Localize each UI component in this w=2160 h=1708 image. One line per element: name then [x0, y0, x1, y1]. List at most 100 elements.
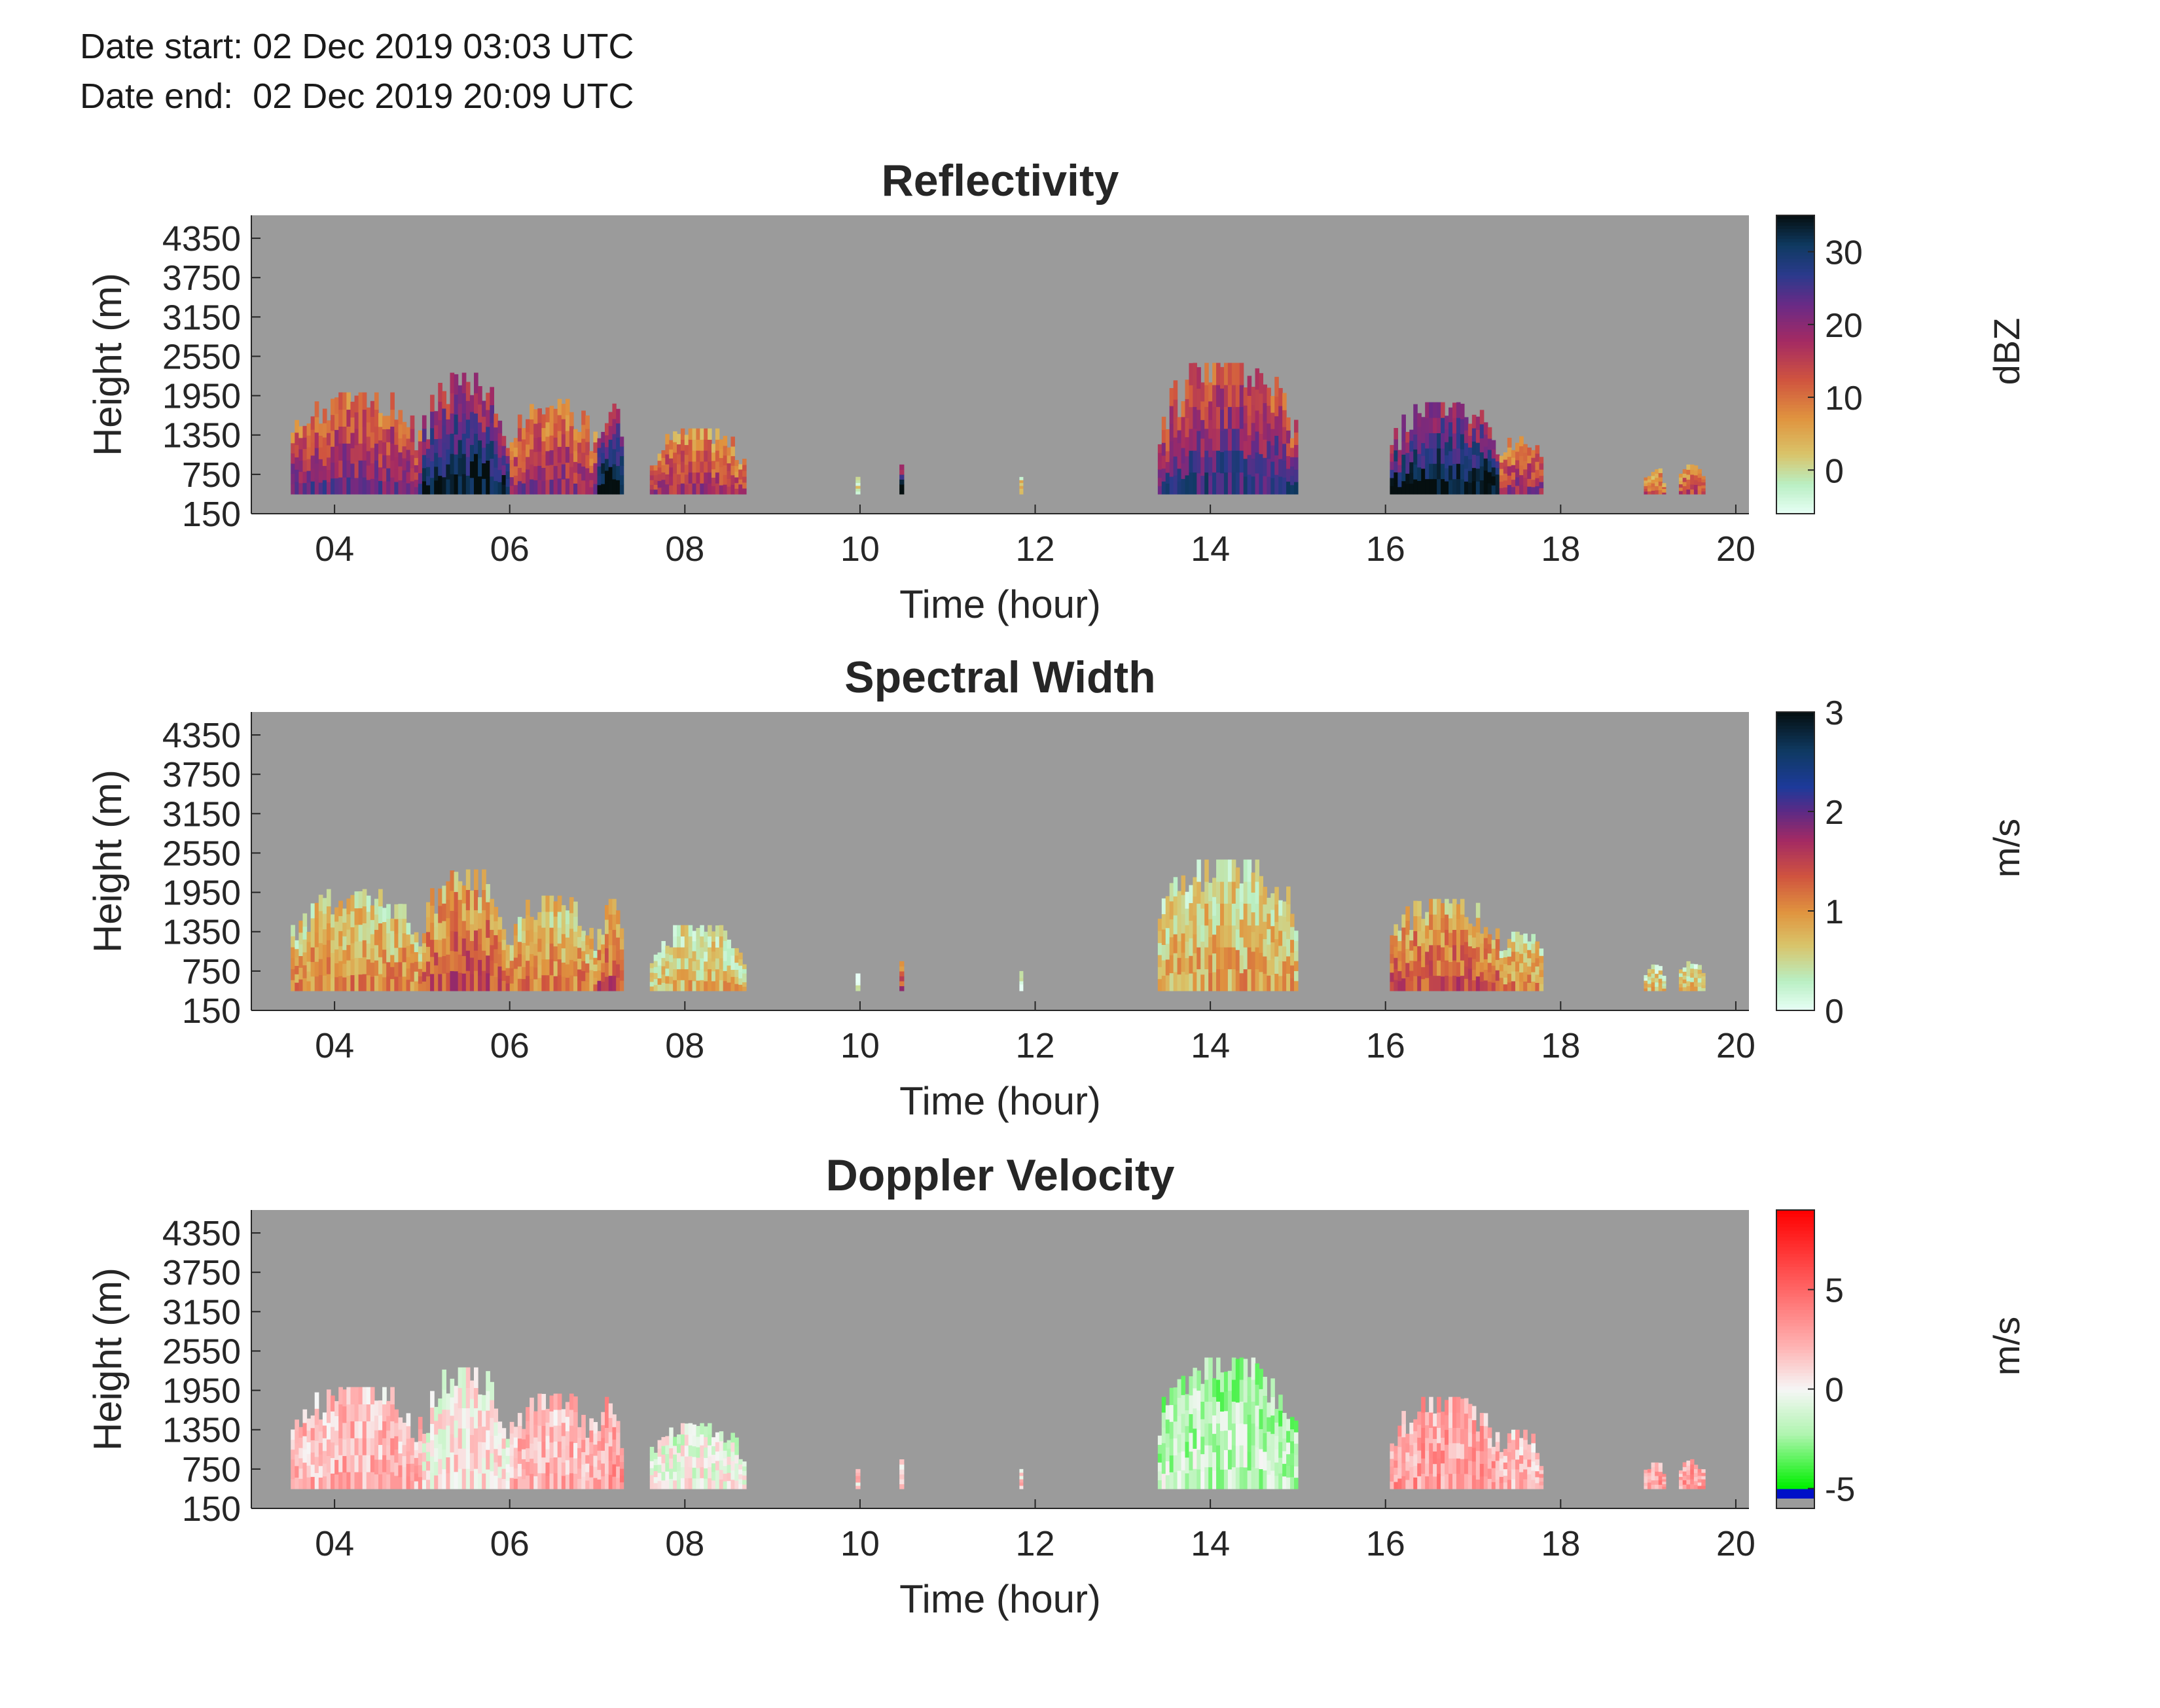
- heatmap-cell: [302, 1449, 308, 1463]
- heatmap-cell: [708, 472, 712, 484]
- heatmap-cell: [1655, 477, 1659, 482]
- heatmap-cell: [1219, 925, 1225, 948]
- heatmap-cell: [473, 930, 478, 951]
- heatmap-cell: [1464, 953, 1469, 967]
- heatmap-cell: [585, 454, 590, 469]
- heatmap-cell: [1223, 384, 1229, 407]
- heatmap-cell: [1523, 477, 1528, 486]
- heatmap-cell: [306, 471, 312, 483]
- heatmap-cell: [526, 431, 530, 445]
- heatmap-cell: [509, 1466, 514, 1478]
- heatmap-cell: [1662, 980, 1666, 984]
- heatmap-cell: [454, 414, 459, 435]
- heatmap-cell: [494, 934, 499, 950]
- heatmap-cell: [1471, 467, 1477, 482]
- heatmap-cell: [1690, 469, 1695, 475]
- heatmap-cell: [565, 1459, 570, 1475]
- heatmap-cell: [545, 1435, 550, 1450]
- heatmap-cell: [1511, 1478, 1516, 1489]
- heatmap-cell: [719, 476, 724, 486]
- heatmap-cell: [1437, 960, 1441, 976]
- heatmap-cell: [719, 1479, 724, 1489]
- heatmap-cell: [306, 1430, 312, 1443]
- heatmap-cell: [1535, 974, 1540, 983]
- heatmap-cell: [374, 409, 379, 427]
- colorbar-segment: [1776, 235, 1814, 240]
- heatmap-cell: [1394, 438, 1398, 451]
- heatmap-cell: [1452, 975, 1457, 991]
- heatmap-cell: [1479, 1438, 1485, 1451]
- heatmap-cell: [1449, 976, 1453, 991]
- heatmap-cell: [1235, 363, 1240, 385]
- heatmap-cell: [684, 474, 689, 485]
- heatmap-cell: [378, 957, 383, 974]
- heatmap-cell: [513, 447, 518, 457]
- heatmap-cell: [715, 936, 720, 948]
- heatmap-cell: [541, 414, 547, 429]
- heatmap-cell: [657, 978, 662, 985]
- heatmap-cell: [298, 920, 304, 933]
- heatmap-cell: [616, 423, 621, 438]
- heatmap-cell: [1511, 479, 1516, 488]
- heatmap-cell: [684, 1423, 689, 1435]
- heatmap-cell: [402, 434, 407, 447]
- heatmap-cell: [406, 945, 411, 957]
- colorbar-segment: [1776, 1372, 1814, 1377]
- heatmap-cell: [1662, 490, 1666, 493]
- heatmap-cell: [1251, 1379, 1256, 1402]
- heatmap-cell: [1523, 981, 1528, 991]
- heatmap-cell: [1644, 1486, 1648, 1489]
- heatmap-cell: [414, 1473, 419, 1482]
- heatmap-cell: [1197, 472, 1201, 495]
- heatmap-cell: [1449, 421, 1453, 437]
- heatmap-cell: [1219, 1411, 1225, 1431]
- colorbar-segment: [1776, 397, 1814, 402]
- colorbar-tick-label: 30: [1825, 234, 1863, 272]
- heatmap-cell: [1487, 1478, 1492, 1489]
- heatmap-cell: [398, 466, 403, 481]
- heatmap-cell: [533, 1424, 538, 1438]
- heatmap-cell: [450, 393, 455, 414]
- heatmap-cell: [1527, 1474, 1532, 1482]
- heatmap-cell: [1231, 881, 1236, 904]
- heatmap-cell: [1658, 1480, 1663, 1485]
- heatmap-cell: [727, 455, 732, 464]
- heatmap-cell: [727, 471, 732, 479]
- heatmap-cell: [430, 427, 435, 445]
- heatmap-cell: [418, 483, 423, 495]
- colorbar-tick-label: 10: [1825, 380, 1863, 418]
- heatmap-cell: [526, 1434, 530, 1449]
- heatmap-cell: [422, 962, 427, 972]
- heatmap-cell: [430, 939, 435, 957]
- colorbar-segment: [1776, 1233, 1814, 1237]
- heatmap-cell: [434, 411, 439, 425]
- heatmap-cell: [438, 1458, 442, 1474]
- heatmap-cell: [494, 440, 499, 455]
- heatmap-cell: [1235, 384, 1240, 407]
- heatmap-cell: [553, 916, 558, 932]
- heatmap-cell: [1690, 1464, 1695, 1470]
- heatmap-cell: [608, 480, 613, 495]
- heatmap-cell: [1286, 1465, 1291, 1478]
- heatmap-cell: [1267, 458, 1271, 477]
- heatmap-cell: [855, 982, 861, 986]
- heatmap-cell: [730, 436, 735, 447]
- heatmap-cell: [378, 454, 383, 468]
- heatmap-cell: [450, 454, 455, 474]
- heatmap-cell: [298, 460, 304, 472]
- colorbar-segment: [1776, 318, 1814, 322]
- heatmap-cell: [509, 960, 514, 969]
- heatmap-cell: [608, 929, 613, 946]
- heatmap-cell: [1417, 1437, 1422, 1451]
- heatmap-cell: [1437, 463, 1441, 480]
- colorbar-segment: [1776, 762, 1814, 766]
- heatmap-cell: [509, 1444, 514, 1456]
- heatmap-cell: [1231, 1445, 1236, 1468]
- heatmap-cell: [692, 461, 697, 473]
- heatmap-cell: [533, 409, 538, 424]
- heatmap-cell: [1243, 1467, 1248, 1489]
- heatmap-cell: [616, 1466, 621, 1478]
- heatmap-cell: [1251, 1445, 1256, 1468]
- heatmap-cell: [680, 1423, 685, 1435]
- heatmap-cell: [370, 432, 375, 448]
